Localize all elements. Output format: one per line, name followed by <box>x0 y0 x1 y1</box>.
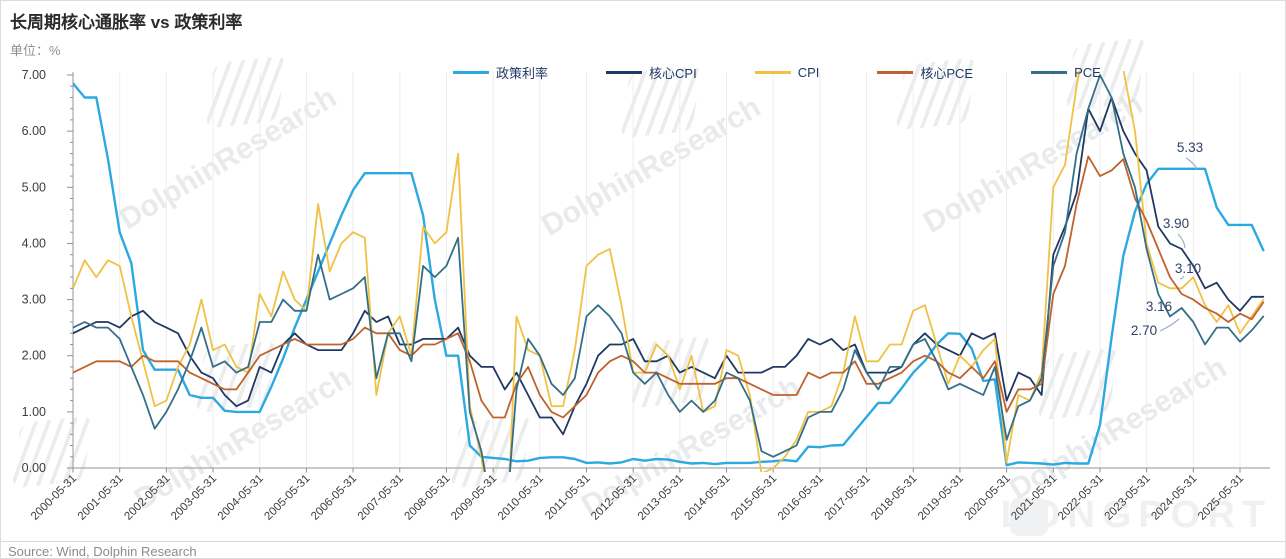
unit-label: 单位：% <box>10 43 61 58</box>
legend-item-核心PCE: 核心PCE <box>877 63 973 82</box>
annotation-value: 3.10 <box>1175 261 1201 276</box>
y-tick-label: 5.00 <box>22 180 46 194</box>
legend-swatch-icon <box>877 71 914 74</box>
x-tick-label: 2025-05-31 <box>1196 473 1246 523</box>
y-tick-label: 3.00 <box>22 293 46 307</box>
annotation-value: 3.16 <box>1146 299 1172 314</box>
x-tick-label: 2020-05-31 <box>963 473 1013 523</box>
x-tick-label: 2003-05-31 <box>169 473 219 523</box>
legend-item-核心CPI: 核心CPI <box>606 63 697 82</box>
x-tick-label: 2010-05-31 <box>496 473 546 523</box>
y-tick-label: 7.00 <box>22 68 46 82</box>
series-line-政策利率 <box>73 82 1265 467</box>
series-line-PCE <box>73 74 1265 472</box>
x-tick-label: 2015-05-31 <box>729 473 779 523</box>
legend-label: PCE <box>1074 65 1101 80</box>
x-tick-label: 2022-05-31 <box>1056 473 1106 523</box>
annotation-value: 2.70 <box>1131 323 1157 338</box>
annotation-leader <box>1185 157 1198 170</box>
legend-label: 核心PCE <box>920 66 974 81</box>
x-tick-label: 2019-05-31 <box>916 473 966 523</box>
x-tick-label: 2023-05-31 <box>1103 473 1153 523</box>
series-line-核心CPI <box>73 96 1265 436</box>
x-tick-label: 2011-05-31 <box>543 473 592 522</box>
x-tick-label: 2024-05-31 <box>1149 473 1199 523</box>
y-tick-label: 2.00 <box>22 349 46 363</box>
legend: 政策利率 核心CPI CPI 核心PCE PCE <box>453 63 1101 82</box>
legend-label: 政策利率 <box>496 66 549 81</box>
x-tick-label: 2016-05-31 <box>776 473 826 523</box>
legend-item-CPI: CPI <box>754 65 820 80</box>
x-tick-label: 2001-05-31 <box>76 473 126 523</box>
annotation-leader <box>1159 318 1180 332</box>
annotation-value: 5.33 <box>1177 140 1203 155</box>
x-tick-label: 2012-05-31 <box>589 473 639 523</box>
page-title: 长周期核心通胀率 vs 政策利率 <box>10 13 243 32</box>
legend-item-政策利率: 政策利率 <box>453 63 548 82</box>
x-tick-label: 2013-05-31 <box>636 473 686 523</box>
x-tick-label: 2000-05-31 <box>29 473 79 523</box>
source-text: Source: Wind, Dolphin Research <box>8 544 197 559</box>
series-line-CPI <box>73 71 1265 472</box>
footer-divider <box>0 541 1286 542</box>
x-tick-label: 2018-05-31 <box>869 473 919 523</box>
legend-item-PCE: PCE <box>1031 65 1101 80</box>
legend-label: CPI <box>797 65 820 80</box>
x-tick-label: 2007-05-31 <box>356 473 406 523</box>
x-tick-label: 2002-05-31 <box>122 473 172 523</box>
x-tick-label: 2004-05-31 <box>216 473 266 523</box>
legend-label: 核心CPI <box>649 66 697 81</box>
y-tick-label: 6.00 <box>22 124 46 138</box>
legend-swatch-icon <box>754 71 791 74</box>
y-tick-label: 1.00 <box>22 405 46 419</box>
annotation-leader <box>1177 233 1186 249</box>
series-line-核心PCE <box>73 155 1265 419</box>
legend-swatch-icon <box>453 71 489 74</box>
legend-swatch-icon <box>1031 71 1068 74</box>
x-tick-label: 2014-05-31 <box>683 473 733 523</box>
x-tick-label: 2006-05-31 <box>309 473 359 523</box>
legend-swatch-icon <box>606 71 643 74</box>
y-tick-label: 4.00 <box>22 236 46 250</box>
x-tick-label: 2017-05-31 <box>823 473 873 523</box>
annotation-value: 3.90 <box>1163 216 1189 231</box>
longport-logo-icon <box>1010 498 1048 536</box>
x-tick-label: 2008-05-31 <box>402 473 452 523</box>
x-tick-label: 2005-05-31 <box>262 473 312 523</box>
x-tick-label: 2021-05-31 <box>1009 473 1059 523</box>
y-tick-label: 0.00 <box>22 461 46 475</box>
x-tick-label: 2009-05-31 <box>449 473 499 523</box>
annotation-leader <box>1179 275 1184 280</box>
